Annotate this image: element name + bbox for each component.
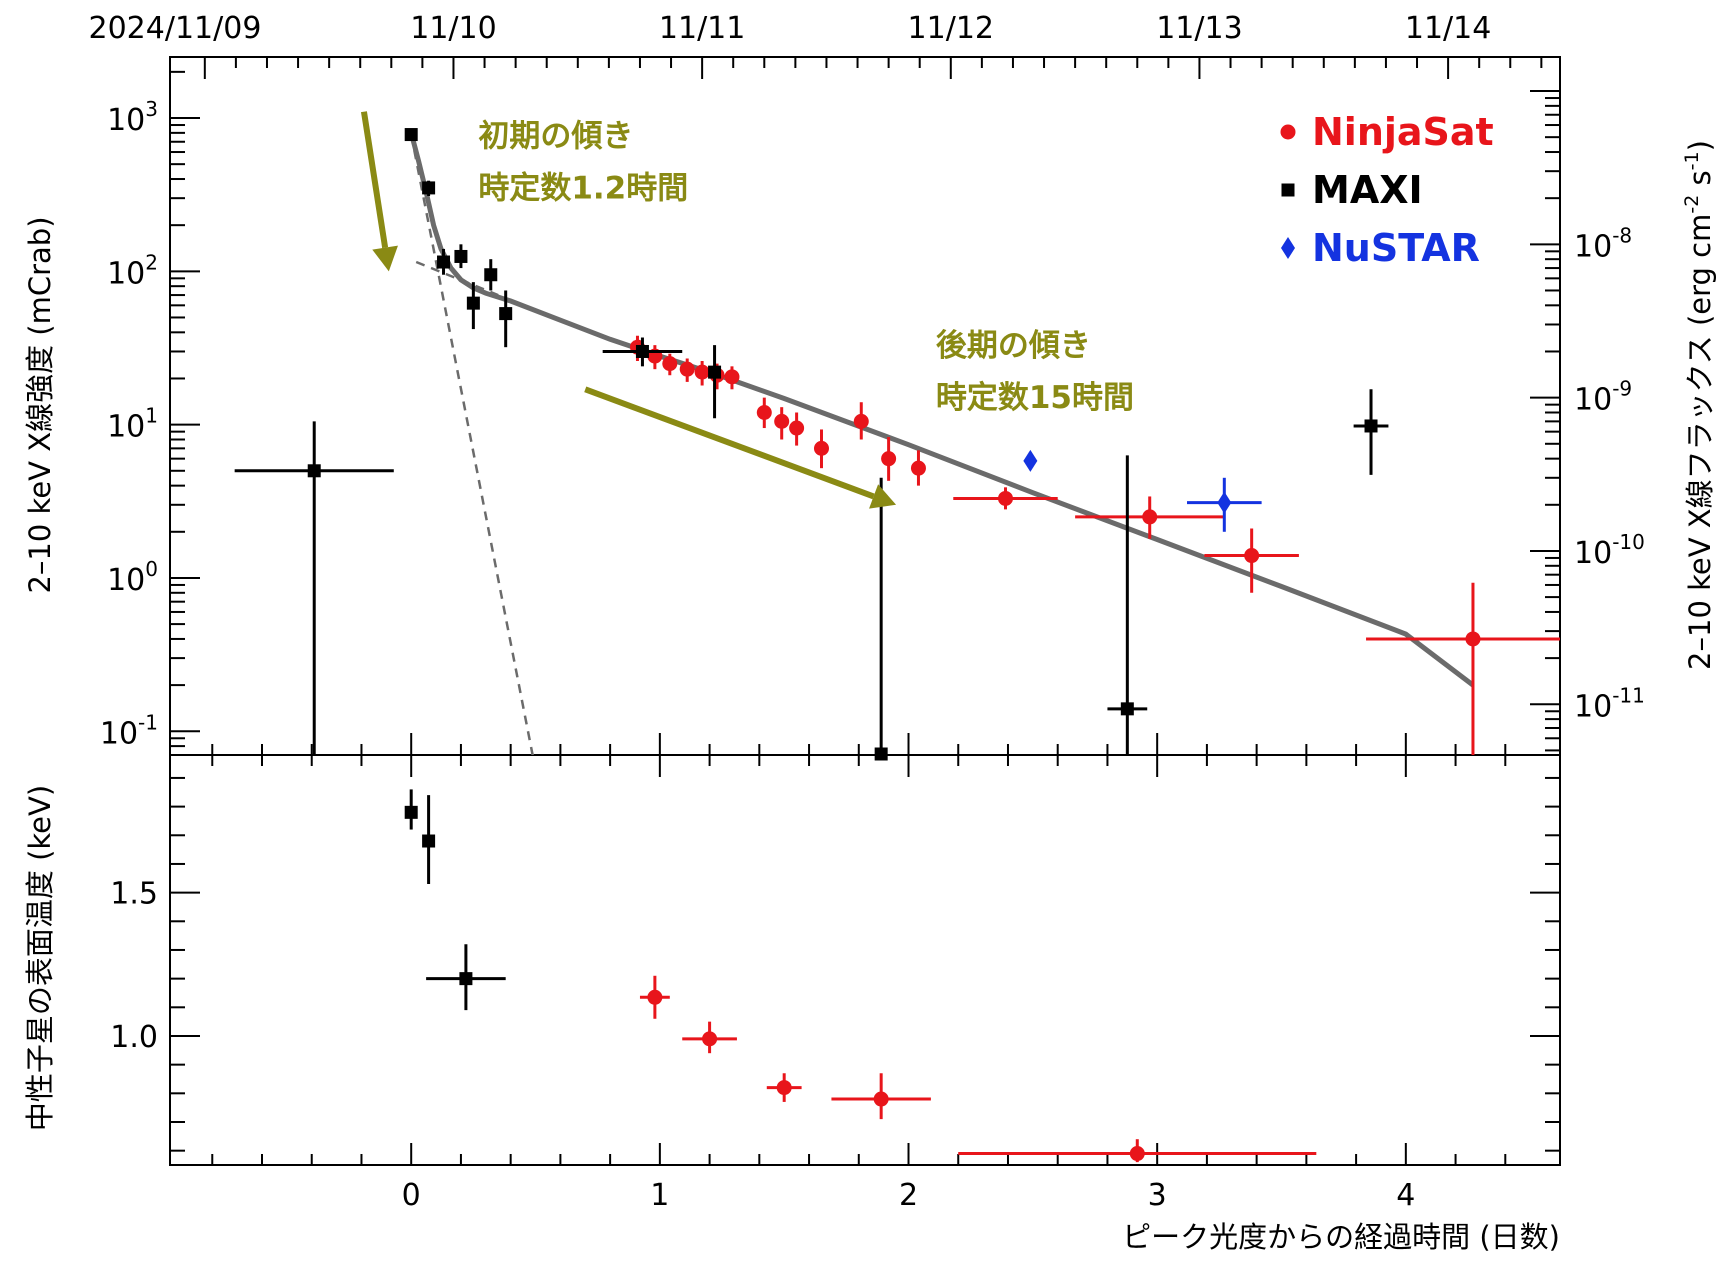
- data-point: [1217, 491, 1232, 514]
- data-point: [662, 356, 678, 372]
- data-point: [853, 413, 869, 429]
- legend-label-nustar: NuSTAR: [1312, 226, 1480, 270]
- model-curve: [408, 132, 1475, 688]
- data-point: [724, 369, 740, 385]
- x-tick-label: 0: [402, 1178, 421, 1213]
- annotation-arrow: [360, 111, 389, 249]
- series-ninjasat: [639, 975, 1317, 1163]
- annotation-text: 初期の傾き: [478, 119, 633, 155]
- top-panel-frame: [169, 56, 1561, 756]
- y-tick-label: 101: [107, 404, 158, 445]
- date-tick-label: 11/11: [659, 11, 745, 46]
- annotation-text: 時定数15時間: [936, 380, 1134, 416]
- data-point: [1142, 509, 1158, 525]
- series-maxi: [234, 128, 1389, 761]
- bottom-panel-frame: [169, 754, 1561, 1166]
- data-point: [422, 834, 436, 848]
- data-point: [708, 365, 722, 379]
- tick-labels: 0 1 2 3 4 2024/11/09 11/10 11/11 11/12 11/13 11/14…: [89, 11, 1645, 1213]
- data-point: [499, 307, 513, 321]
- legend-marker-ninjasat: [1280, 124, 1296, 140]
- legend-label-maxi: MAXI: [1312, 168, 1423, 212]
- y-tick-label: 1.0: [110, 1020, 158, 1055]
- arrow-head: [869, 484, 897, 509]
- data-point: [1465, 631, 1481, 647]
- legend-label-ninjasat: NinjaSat: [1312, 110, 1494, 154]
- right-tick-label: 10-11: [1574, 683, 1645, 724]
- data-points: [234, 128, 1560, 1163]
- data-point: [1364, 419, 1378, 433]
- data-point: [1129, 1146, 1145, 1162]
- x-tick-label: 1: [650, 1178, 669, 1213]
- data-point: [776, 1080, 792, 1096]
- y-tick-label: 102: [107, 250, 158, 291]
- x-axis-title: ピーク光度からの経過時間 (日数): [1122, 1220, 1560, 1254]
- model-curves: [408, 132, 1475, 755]
- data-point: [404, 128, 418, 142]
- right-tick-label: 10-10: [1574, 530, 1645, 571]
- axes-frames: [169, 56, 1561, 1166]
- x-tick-label: 3: [1148, 1178, 1167, 1213]
- data-point: [789, 420, 805, 436]
- legend-marker-nustar: [1281, 237, 1295, 259]
- annotation-text: 後期の傾き: [936, 328, 1091, 364]
- data-point: [774, 413, 790, 429]
- data-point: [1120, 702, 1134, 716]
- y-tick-label: 100: [107, 557, 158, 598]
- x-tick-label: 2: [899, 1178, 918, 1213]
- y-axis-title-bottom: 中性子星の表面温度 (keV): [23, 785, 57, 1131]
- data-point: [1023, 449, 1038, 472]
- data-point: [881, 451, 897, 467]
- right-tick-label: 10-9: [1574, 377, 1632, 418]
- data-point: [874, 747, 888, 761]
- legend: NinjaSat MAXI NuSTAR: [1280, 110, 1494, 270]
- date-tick-label: 11/14: [1405, 11, 1491, 46]
- arrow-head: [372, 245, 398, 272]
- date-tick-label: 11/13: [1156, 11, 1242, 46]
- data-point: [459, 972, 473, 986]
- data-point: [466, 296, 480, 310]
- annotation-text: 時定数1.2時間: [478, 171, 688, 207]
- data-point: [756, 404, 772, 420]
- data-point: [307, 464, 321, 478]
- data-point: [873, 1091, 889, 1107]
- right-tick-label: 10-8: [1574, 223, 1632, 264]
- annotation-arrow: [584, 386, 875, 500]
- data-point: [813, 440, 829, 456]
- data-point: [437, 255, 451, 269]
- y-axis-title-right: 2–10 keV X線フラックス (erg cm-2 s-1): [1681, 140, 1717, 670]
- legend-marker-maxi: [1281, 183, 1295, 197]
- data-point: [454, 249, 468, 263]
- y-tick-label: 10-1: [100, 710, 158, 751]
- x-tick-label: 4: [1396, 1178, 1415, 1213]
- data-point: [635, 344, 649, 358]
- data-point: [647, 989, 663, 1005]
- series-nustar: [1023, 449, 1262, 532]
- date-tick-label: 11/10: [410, 11, 496, 46]
- y-tick-label: 1.5: [110, 877, 158, 912]
- data-point: [404, 805, 418, 819]
- axis-ticks: [170, 57, 1560, 1165]
- data-point: [1244, 548, 1260, 564]
- data-point: [694, 364, 710, 380]
- data-point: [422, 181, 436, 195]
- data-point: [702, 1031, 718, 1047]
- fast-component-line: [409, 134, 534, 755]
- data-point: [484, 268, 498, 282]
- date-tick-label: 2024/11/09: [89, 11, 262, 46]
- y-tick-label: 103: [107, 97, 158, 138]
- data-point: [997, 490, 1013, 506]
- data-point: [910, 460, 926, 476]
- series-maxi: [404, 789, 506, 1011]
- y-axis-title-top: 2–10 keV X線強度 (mCrab): [23, 216, 57, 593]
- data-point: [679, 361, 695, 377]
- date-tick-label: 11/12: [908, 11, 994, 46]
